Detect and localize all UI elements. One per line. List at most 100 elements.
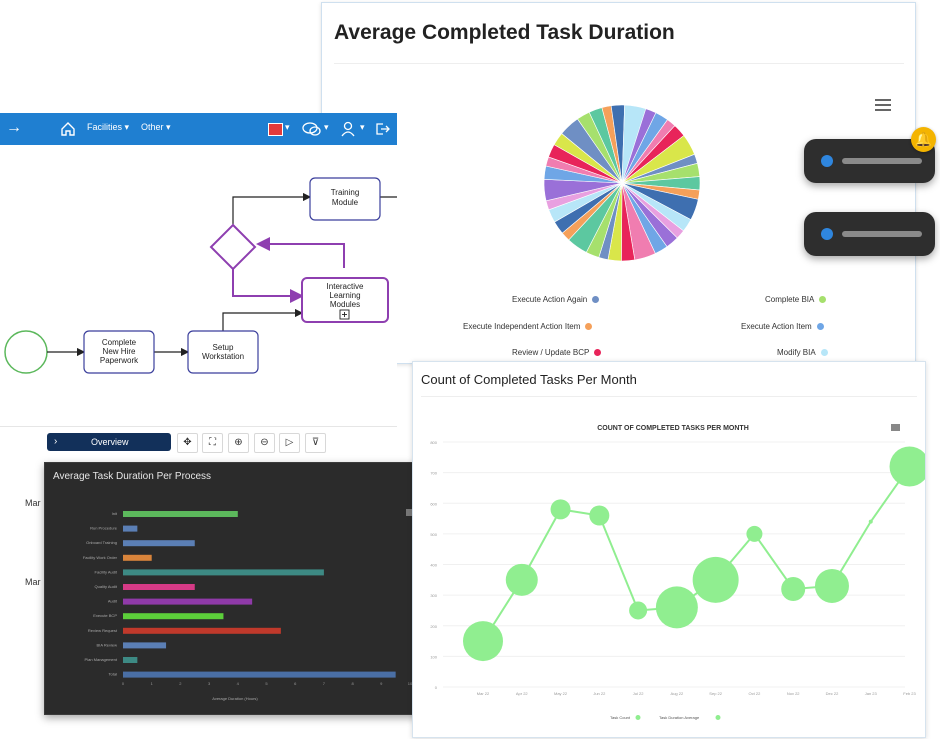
x-tick-label: Dec 22 [826,691,839,696]
bell-icon[interactable]: 🔔 [911,127,936,152]
home-icon[interactable] [60,121,76,137]
data-bubble[interactable] [781,577,806,601]
connector[interactable] [232,192,312,227]
bar-category-label: BIA Review [97,642,118,647]
toggle-bar [842,158,922,164]
x-tick-label: Jan 23 [865,691,878,696]
facilities-menu[interactable]: Facilities ▾ [87,122,130,132]
bar[interactable] [123,613,224,620]
inner-chart-title: COUNT OF COMPLETED TASKS PER MONTH [597,425,749,432]
legend-item[interactable]: Execute Action Item [741,322,824,331]
chevron-down-icon[interactable]: ▾ [324,122,329,132]
legend-label: Review / Update BCP [512,348,590,357]
row-label: Mar [25,498,41,508]
y-tick-label: 100 [430,654,437,659]
connector[interactable] [222,308,304,331]
y-tick-label: 300 [430,593,437,598]
overview-label: Overview [91,437,129,447]
overview-button[interactable]: › Overview [47,433,171,451]
x-tick-label: Sep 22 [709,691,722,696]
bar-category-label: Onboard Training [86,540,117,545]
data-bubble[interactable] [655,586,698,629]
menu-icon[interactable] [406,509,413,516]
toggle-dot [821,155,833,167]
task-label: Training [331,188,360,197]
task-label: Paperwork [100,356,139,365]
pie-slice[interactable] [621,104,647,184]
bar[interactable] [123,511,238,517]
connector[interactable] [256,237,345,268]
legend-label: Execute Independent Action Item [463,322,581,331]
legend-item[interactable]: Review / Update BCP [512,348,602,357]
pie-card-title: Average Completed Task Duration [334,21,675,44]
x-tick-label: Apr 22 [516,691,529,696]
menu-icon[interactable] [891,424,900,431]
data-bubble[interactable] [463,621,503,662]
legend-item[interactable]: Execute Independent Action Item [463,322,593,331]
task-complete-paperwork[interactable] [83,330,155,374]
data-bubble[interactable] [692,556,739,603]
toggle-dot [821,228,833,240]
process-flow-diagram: Training Module Interactive Learning Mod… [4,177,397,374]
legend-item[interactable]: Complete BIA [765,295,827,304]
task-training-module[interactable] [309,177,381,221]
bar-category-label: Review Request [88,628,118,633]
connector[interactable] [232,269,304,303]
bar[interactable] [123,598,253,605]
chevron-down-icon[interactable]: ▾ [360,122,365,132]
x-tick-label: 2 [179,681,182,686]
chat-icon[interactable] [302,121,322,137]
data-bubble[interactable] [746,525,763,542]
other-menu[interactable]: Other ▾ [141,122,171,132]
chevron-down-icon[interactable]: ▾ [285,122,290,132]
bar[interactable] [123,657,138,663]
x-tick-label: May 22 [554,691,568,696]
x-tick-label: 0 [122,681,125,686]
legend-dot [585,323,593,331]
data-bubble[interactable] [589,505,610,526]
fit-screen-button[interactable]: ⛶ [202,433,223,453]
data-bubble[interactable] [550,499,571,520]
bar[interactable] [123,569,324,576]
exit-icon[interactable] [374,121,390,137]
flag-icon[interactable] [268,123,283,136]
filter-button[interactable]: ⊽ [305,433,326,453]
y-tick-label: 200 [430,624,437,629]
x-tick-label: 1 [151,681,154,686]
data-bubble[interactable] [889,446,925,487]
zoom-out-button[interactable]: ⊖ [254,433,275,453]
hamburger-icon[interactable] [875,99,891,114]
x-tick-label: Oct 22 [749,691,762,696]
bar[interactable] [123,627,281,634]
legend-dot [592,296,600,304]
legend-item[interactable]: Execute Action Again [512,295,600,304]
arrow-right-icon[interactable]: → [6,119,22,136]
legend-label[interactable]: Task Duration Average [659,715,700,720]
data-bubble[interactable] [505,563,538,596]
bar[interactable] [123,525,138,532]
bar[interactable] [123,554,152,561]
pie-chart [543,104,701,262]
bar[interactable] [123,671,396,678]
x-tick-label: 5 [265,681,268,686]
gateway[interactable] [209,223,257,271]
bar[interactable] [123,540,195,547]
legend-item[interactable]: Modify BIA [777,348,828,357]
play-button[interactable]: ▷ [279,433,300,453]
zoom-in-button[interactable]: ⊕ [228,433,249,453]
start-event[interactable] [4,330,48,374]
x-tick-label: Feb 23 [903,691,916,696]
task-interactive-learning[interactable] [301,277,389,323]
data-bubble[interactable] [814,568,849,603]
task-setup-workstation[interactable] [187,330,259,374]
pan-tool-button[interactable]: ✥ [177,433,198,453]
data-bubble[interactable] [868,519,873,524]
bar-category-label: Total [109,672,118,677]
bar[interactable] [123,642,167,649]
user-icon[interactable] [340,121,356,137]
notification-toggle[interactable] [804,212,935,256]
legend-label[interactable]: Task Count [610,715,631,720]
data-bubble[interactable] [629,601,648,620]
x-tick-label: 8 [351,681,354,686]
bar[interactable] [123,584,195,590]
